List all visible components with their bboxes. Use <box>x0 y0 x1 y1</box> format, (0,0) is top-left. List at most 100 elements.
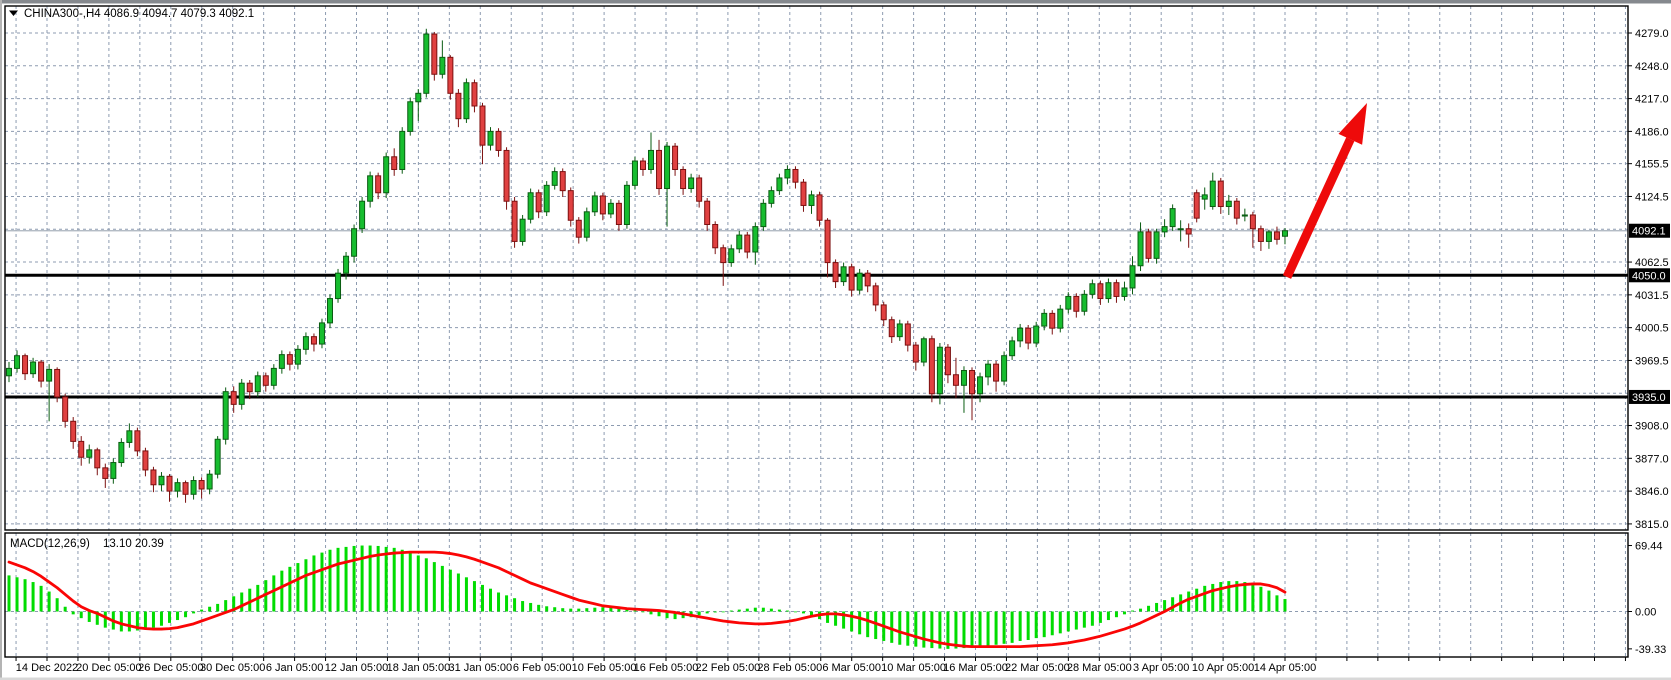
price-axis-label[interactable]: 4155.5 <box>1635 159 1669 171</box>
macd-histogram-bar <box>777 609 781 612</box>
trend-arrow-shaft[interactable] <box>1282 137 1355 279</box>
price-axis-label[interactable]: 3908.0 <box>1635 421 1669 433</box>
price-axis-label[interactable]: 3877.0 <box>1635 453 1669 465</box>
time-axis-label[interactable]: 28 Mar 05:00 <box>1067 662 1132 674</box>
macd-histogram-bar <box>489 588 492 612</box>
candle-body <box>1145 231 1152 259</box>
time-axis-label[interactable]: 10 Apr 05:00 <box>1192 662 1254 674</box>
macd-histogram-bar <box>272 575 276 612</box>
candle-body <box>134 430 141 452</box>
price-axis-label[interactable]: 4217.0 <box>1635 94 1669 106</box>
window-top-edge <box>0 0 1671 4</box>
time-axis-label[interactable]: 16 Mar 05:00 <box>943 662 1008 674</box>
price-axis-label[interactable]: 4000.5 <box>1635 323 1669 335</box>
candle-body <box>1185 228 1192 235</box>
candle-body <box>1233 200 1240 219</box>
macd-axis-label[interactable]: -39.33 <box>1635 644 1666 656</box>
time-axis-label[interactable]: 26 Dec 05:00 <box>138 662 203 674</box>
trend-arrow-head[interactable] <box>1338 103 1367 145</box>
time-axis-label[interactable]: 10 Mar 05:00 <box>881 662 946 674</box>
macd-histogram-bar <box>497 592 501 612</box>
candle-body <box>327 298 333 324</box>
candle-body <box>126 430 133 443</box>
time-axis-label[interactable]: 28 Feb 05:00 <box>757 662 822 674</box>
candle-body <box>214 438 221 475</box>
macd-histogram-bar <box>914 611 918 647</box>
candle-body <box>78 440 85 458</box>
time-axis-label[interactable]: 14 Dec 2022 <box>16 662 78 674</box>
candle-body <box>800 181 807 206</box>
time-axis-label[interactable]: 14 Apr 05:00 <box>1254 662 1316 674</box>
price-axis-label[interactable]: 4248.0 <box>1635 61 1669 73</box>
price-axis-label[interactable]: 3815.0 <box>1635 519 1669 531</box>
candle-body <box>1065 295 1072 310</box>
candle-body <box>768 190 775 204</box>
time-axis-label[interactable]: 22 Mar 05:00 <box>1005 662 1070 674</box>
symbol-dropdown-icon[interactable] <box>9 10 18 17</box>
macd-axis-label[interactable]: 0.00 <box>1635 607 1656 619</box>
candle-body <box>1273 231 1280 240</box>
candle-body <box>848 266 855 291</box>
candle-body <box>495 130 502 151</box>
chart-title-ohlc: CHINA300-,H4 4086.9 4094.7 4079.3 4092.1 <box>24 8 254 20</box>
candle-body <box>928 338 935 395</box>
time-axis-label[interactable]: 18 Jan 05:00 <box>387 662 451 674</box>
candle-body <box>1041 312 1048 327</box>
price-axis-label[interactable]: 4031.5 <box>1635 290 1669 302</box>
candle-body <box>648 149 654 170</box>
candle-body <box>1001 355 1008 382</box>
candle-body <box>776 177 783 192</box>
macd-histogram-bar <box>1155 602 1159 612</box>
macd-histogram-bar <box>143 611 147 630</box>
candle-body <box>936 346 943 395</box>
candle-body <box>1049 312 1056 329</box>
window-left-edge <box>0 0 2 680</box>
candle-body <box>487 130 494 146</box>
macd-histogram-bar <box>753 607 757 612</box>
time-axis-label[interactable]: 30 Dec 05:00 <box>200 662 265 674</box>
price-axis-label[interactable]: 4186.0 <box>1635 126 1669 138</box>
macd-histogram-bar <box>577 608 581 612</box>
candle-body <box>591 195 598 213</box>
macd-histogram-bar <box>1114 611 1118 618</box>
time-axis-label[interactable]: 6 Feb 05:00 <box>513 662 572 674</box>
time-axis-label[interactable]: 22 Feb 05:00 <box>695 662 760 674</box>
price-axis-label[interactable]: 3846.0 <box>1635 486 1669 498</box>
price-axis-label[interactable]: 4062.5 <box>1635 257 1669 269</box>
price-axis-label[interactable]: 4279.0 <box>1635 28 1669 40</box>
candle-body <box>704 200 711 225</box>
price-axis-label[interactable]: 4124.5 <box>1635 191 1669 203</box>
macd-histogram-bar <box>400 549 404 612</box>
macd-histogram-bar <box>834 611 838 626</box>
macd-histogram-bar <box>1187 591 1191 612</box>
macd-histogram-bar <box>1010 611 1014 643</box>
macd-histogram-bar <box>585 608 589 612</box>
macd-axis-label[interactable]: 69.44 <box>1635 541 1663 553</box>
macd-histogram-bar <box>793 611 797 613</box>
time-axis-label[interactable]: 16 Feb 05:00 <box>634 662 699 674</box>
price-axis-label[interactable]: 3969.5 <box>1635 355 1669 367</box>
candle-body <box>118 441 125 464</box>
time-axis-label[interactable]: 12 Jan 05:00 <box>325 662 389 674</box>
candle-body <box>294 348 301 365</box>
candle-body <box>824 219 831 264</box>
candle-body <box>623 184 630 225</box>
macd-histogram-bar <box>1235 581 1239 612</box>
candle-body <box>559 171 566 192</box>
time-axis-label[interactable]: 6 Jan 05:00 <box>266 662 324 674</box>
candle-body <box>784 168 791 179</box>
macd-histogram-bar <box>480 584 484 612</box>
macd-histogram-bar <box>1139 608 1143 612</box>
macd-histogram-bar <box>665 611 669 619</box>
candle-body <box>720 247 727 264</box>
macd-histogram-bar <box>810 611 813 617</box>
time-axis-label[interactable]: 10 Feb 05:00 <box>572 662 637 674</box>
time-axis-label[interactable]: 20 Dec 05:00 <box>76 662 141 674</box>
time-axis-label[interactable]: 6 Mar 05:00 <box>822 662 881 674</box>
time-axis-label[interactable]: 3 Apr 05:00 <box>1133 662 1189 674</box>
candle-body <box>1177 228 1184 231</box>
macd-histogram-bar <box>1163 600 1167 612</box>
price-level-badge-bg <box>1629 268 1670 283</box>
time-axis-label[interactable]: 31 Jan 05:00 <box>448 662 512 674</box>
